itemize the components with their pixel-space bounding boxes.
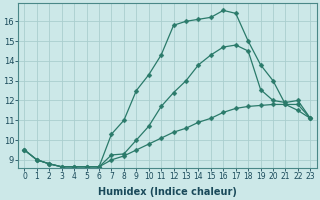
X-axis label: Humidex (Indice chaleur): Humidex (Indice chaleur) [98, 187, 237, 197]
